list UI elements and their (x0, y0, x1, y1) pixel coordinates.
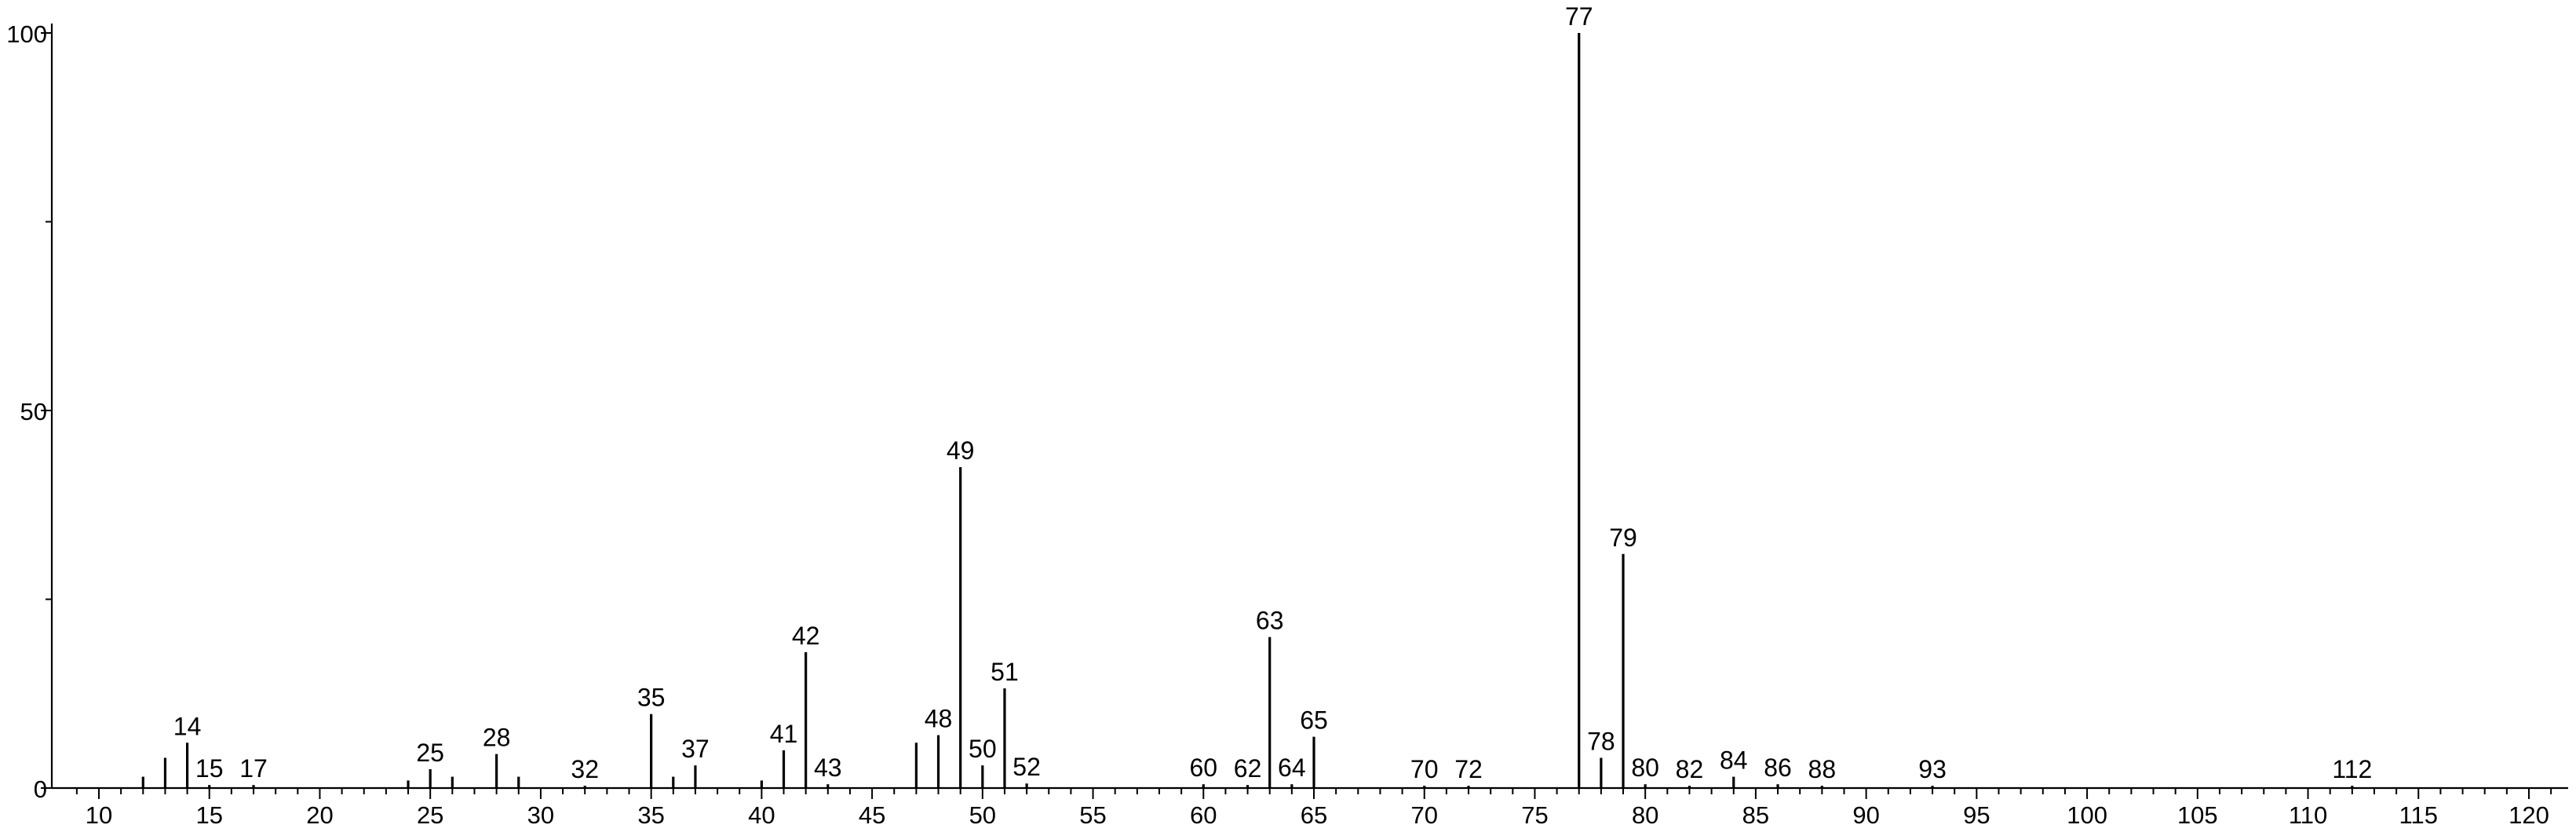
peak-label: 25 (416, 739, 444, 767)
peak-label: 52 (1013, 753, 1041, 781)
peak-label: 37 (681, 735, 710, 763)
peak-label: 48 (925, 705, 953, 733)
peak-bars (141, 33, 2354, 788)
peak-label: 51 (991, 658, 1019, 686)
peak-label: 93 (1918, 755, 1947, 783)
peak-label: 32 (571, 755, 599, 783)
peak-label: 70 (1410, 755, 1439, 783)
x-tick-label: 45 (859, 801, 885, 829)
peak-label: 14 (173, 712, 202, 740)
x-tick-label: 55 (1079, 801, 1106, 829)
peak-label: 84 (1720, 746, 1748, 775)
x-tick-label: 105 (2177, 801, 2218, 829)
x-tick-label: 100 (2067, 801, 2107, 829)
peak-label: 78 (1587, 728, 1615, 756)
peak-label: 42 (792, 622, 820, 650)
x-tick-label: 40 (748, 801, 775, 829)
peak-label: 82 (1676, 755, 1704, 783)
peak-label: 80 (1631, 754, 1659, 782)
peak-label: 17 (239, 754, 268, 783)
peak-label: 15 (195, 754, 224, 783)
peak-label: 79 (1609, 524, 1637, 552)
x-tick-label: 80 (1632, 801, 1658, 829)
x-tick-label: 70 (1410, 801, 1437, 829)
peak-label: 60 (1189, 754, 1217, 782)
x-tick-label: 50 (969, 801, 996, 829)
x-tick-label: 120 (2508, 801, 2549, 829)
x-tick-label: 85 (1742, 801, 1769, 829)
x-tick-label: 65 (1301, 801, 1327, 829)
x-tick-label: 15 (195, 801, 222, 829)
peak-label: 63 (1256, 607, 1284, 635)
peak-label: 72 (1454, 755, 1483, 783)
peak-label: 112 (2332, 755, 2372, 783)
peak-label: 35 (637, 684, 666, 712)
peak-label: 49 (947, 436, 975, 465)
y-axis-ticks: 0 50 100 (6, 20, 52, 803)
x-axis-ticks: 10 15 20 25 30 35 40 45 50 55 60 65 70 75 80 85 90 95 100 1… (75, 788, 2552, 829)
y-tick-label: 100 (6, 20, 47, 48)
peak-label: 64 (1278, 754, 1306, 782)
peak-label: 88 (1808, 755, 1837, 783)
x-tick-label: 110 (2289, 801, 2327, 829)
x-tick-label: 60 (1190, 801, 1217, 829)
peak-label: 65 (1300, 706, 1328, 735)
peak-label: 41 (770, 720, 798, 748)
peak-label: 43 (814, 754, 842, 782)
x-tick-label: 10 (86, 801, 112, 829)
x-tick-label: 90 (1852, 801, 1879, 829)
y-tick-label: 0 (34, 775, 47, 803)
peak-label: 62 (1234, 754, 1262, 783)
y-tick-label: 50 (20, 398, 47, 425)
x-tick-label: 30 (527, 801, 554, 829)
x-tick-label: 25 (417, 801, 443, 829)
x-tick-label: 75 (1521, 801, 1548, 829)
peak-label: 50 (969, 735, 997, 763)
x-tick-label: 115 (2399, 801, 2438, 829)
peak-label: 28 (483, 724, 511, 752)
x-tick-label: 95 (1963, 801, 1990, 829)
axes (50, 24, 2568, 790)
peak-label: 86 (1764, 754, 1792, 782)
x-tick-label: 20 (306, 801, 333, 829)
peak-labels: 14 15 17 25 28 32 35 37 41 42 43 48 49 50 51 52 60 62 63 64… (173, 2, 2373, 783)
x-tick-label: 35 (637, 801, 664, 829)
peak-label: 77 (1565, 2, 1593, 31)
